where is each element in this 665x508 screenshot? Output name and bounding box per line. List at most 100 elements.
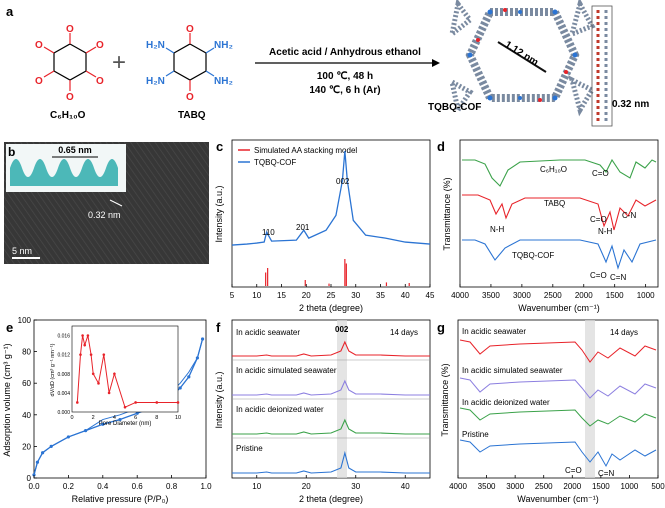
- f-peak-002: 002: [335, 325, 349, 334]
- isotherm-point: [135, 411, 139, 415]
- oxygen-label: O: [96, 40, 104, 51]
- x-tick-label: 500: [651, 482, 665, 491]
- condition-step1: 100 ℃, 48 h: [317, 71, 373, 82]
- isotherm-point: [178, 386, 182, 390]
- spacing-label: 0.32 nm: [88, 210, 121, 220]
- pore-point: [123, 405, 127, 409]
- pxrd-cof-line: [231, 150, 431, 246]
- c-plot: [231, 150, 431, 286]
- reactant2-label: TABQ: [178, 110, 206, 121]
- cof-framework-image: [448, 0, 596, 117]
- e-inset: 0 2 4 6 8 10 0.000 0.004 0.008 0.012 0.016: [57, 334, 181, 421]
- panel-d: d C₆H₁₀O TABQ TQBQ-COF C=O C=O C-N N-H N…: [437, 139, 659, 313]
- d-annot-co-3: C=O: [590, 271, 607, 280]
- pore-point: [102, 353, 106, 356]
- x-tick-label: 3500: [478, 482, 496, 491]
- d-annot-cn: C-N: [622, 211, 636, 220]
- oxygen-label: O: [66, 24, 74, 35]
- x-tick-label: 35: [376, 291, 385, 300]
- pore-point: [76, 401, 79, 404]
- pore-point: [113, 372, 116, 376]
- x-tick-label: 3000: [513, 291, 531, 300]
- amine-label: NH₂: [214, 40, 233, 51]
- c-legend: Simulated AA stacking model TQBQ-COF: [238, 146, 357, 167]
- panel-d-letter: d: [437, 139, 445, 154]
- x-tick-label: 20: [302, 482, 311, 491]
- g-label-simulated: In acidic simulated seawater: [462, 366, 563, 375]
- panel-e-letter: e: [6, 320, 13, 335]
- x-tick-label: 10: [252, 482, 261, 491]
- g-curve-pristine: [459, 439, 657, 468]
- pore-point: [134, 401, 137, 404]
- product-label: TQBQ-COF: [428, 102, 481, 113]
- f-label-seawater: In acidic seawater: [236, 328, 300, 337]
- f-series-line: [232, 450, 430, 474]
- x-tick-label: 40: [401, 482, 410, 491]
- isotherm-point: [35, 460, 40, 464]
- f-xlabel: 2 theta (degree): [299, 494, 363, 504]
- inset-y-tick-label: 0.012: [57, 353, 70, 359]
- y-tick-label: 80: [22, 348, 31, 357]
- x-tick-label: 0.6: [132, 482, 144, 491]
- x-tick-label: 1000: [637, 291, 655, 300]
- g-xlabel: Wavenumber (cm⁻¹): [517, 494, 598, 504]
- y-tick-label: 40: [22, 411, 31, 420]
- peak-label-110: 110: [262, 228, 275, 237]
- g-label-seawater: In acidic seawater: [462, 327, 526, 336]
- oxygen-label: O: [66, 92, 74, 103]
- x-tick-label: 0.4: [97, 482, 109, 491]
- x-tick-label: 30: [351, 482, 360, 491]
- x-tick-label: 1.0: [200, 482, 212, 491]
- inset-x-tick-label: 2: [92, 415, 95, 421]
- amine-label: H₂N: [146, 76, 165, 87]
- isotherm-point: [200, 337, 205, 341]
- f-label-pristine: Pristine: [236, 444, 263, 453]
- f-plot: [232, 340, 430, 474]
- f-label-deionized: In acidic deionized water: [236, 405, 324, 414]
- peak-label-201: 201: [296, 223, 310, 232]
- x-tick-label: 2500: [535, 482, 553, 491]
- isotherm-desorption-line: [33, 338, 204, 475]
- x-tick-label: 40: [401, 291, 410, 300]
- isotherm-point: [118, 417, 122, 422]
- d-annot-co-1: C=O: [592, 169, 609, 178]
- inset-y-tick-label: 0.000: [57, 410, 70, 416]
- pore-point: [86, 334, 90, 337]
- g-highlight-band: [585, 320, 595, 478]
- g-annot-cn: C=N: [598, 469, 614, 478]
- d-xticks: 4000 3500 3000 2500 2000 1500 1000: [451, 284, 655, 300]
- isotherm-point: [195, 356, 199, 360]
- c-ylabel: Intensity (a.u.): [214, 185, 224, 242]
- pore-point: [97, 382, 100, 385]
- tabq-structure: [165, 33, 215, 91]
- inset-y-tick-label: 0.008: [57, 372, 70, 378]
- d-annot-nh-1: N-H: [490, 225, 504, 234]
- d-label-c6h10o: C₆H₁₀O: [540, 165, 567, 174]
- panel-f: f In acidic seawater In acidic simulated…: [214, 319, 431, 504]
- inset-x-tick-label: 8: [155, 415, 158, 421]
- x-tick-label: 25: [327, 291, 336, 300]
- x-tick-label: 10: [252, 291, 261, 300]
- legend-cof: TQBQ-COF: [254, 158, 296, 167]
- f-series-line: [232, 379, 430, 396]
- ftir-curve-tabq: [462, 194, 657, 231]
- inset-ylabel: dV/dD (cm³ g⁻¹ nm⁻¹): [50, 343, 56, 396]
- f-xticks: 10 20 30 40: [252, 475, 410, 491]
- scale-bar-label: 5 nm: [12, 246, 32, 256]
- pore-point: [176, 401, 180, 404]
- pore-point: [91, 372, 95, 376]
- isotherm-point: [101, 422, 105, 426]
- inset-x-tick-label: 6: [134, 415, 137, 421]
- g-curve-seawater: [459, 339, 657, 363]
- x-tick-label: 3500: [482, 291, 500, 300]
- x-tick-label: 0.2: [63, 482, 75, 491]
- g-ylabel: Transmittance (%): [440, 363, 450, 436]
- condition-solvent: Acetic acid / Anhydrous ethanol: [269, 47, 421, 58]
- x-tick-label: 5: [230, 291, 235, 300]
- pore-point: [81, 334, 84, 337]
- isotherm-point: [66, 435, 70, 439]
- x-tick-label: 2500: [544, 291, 562, 300]
